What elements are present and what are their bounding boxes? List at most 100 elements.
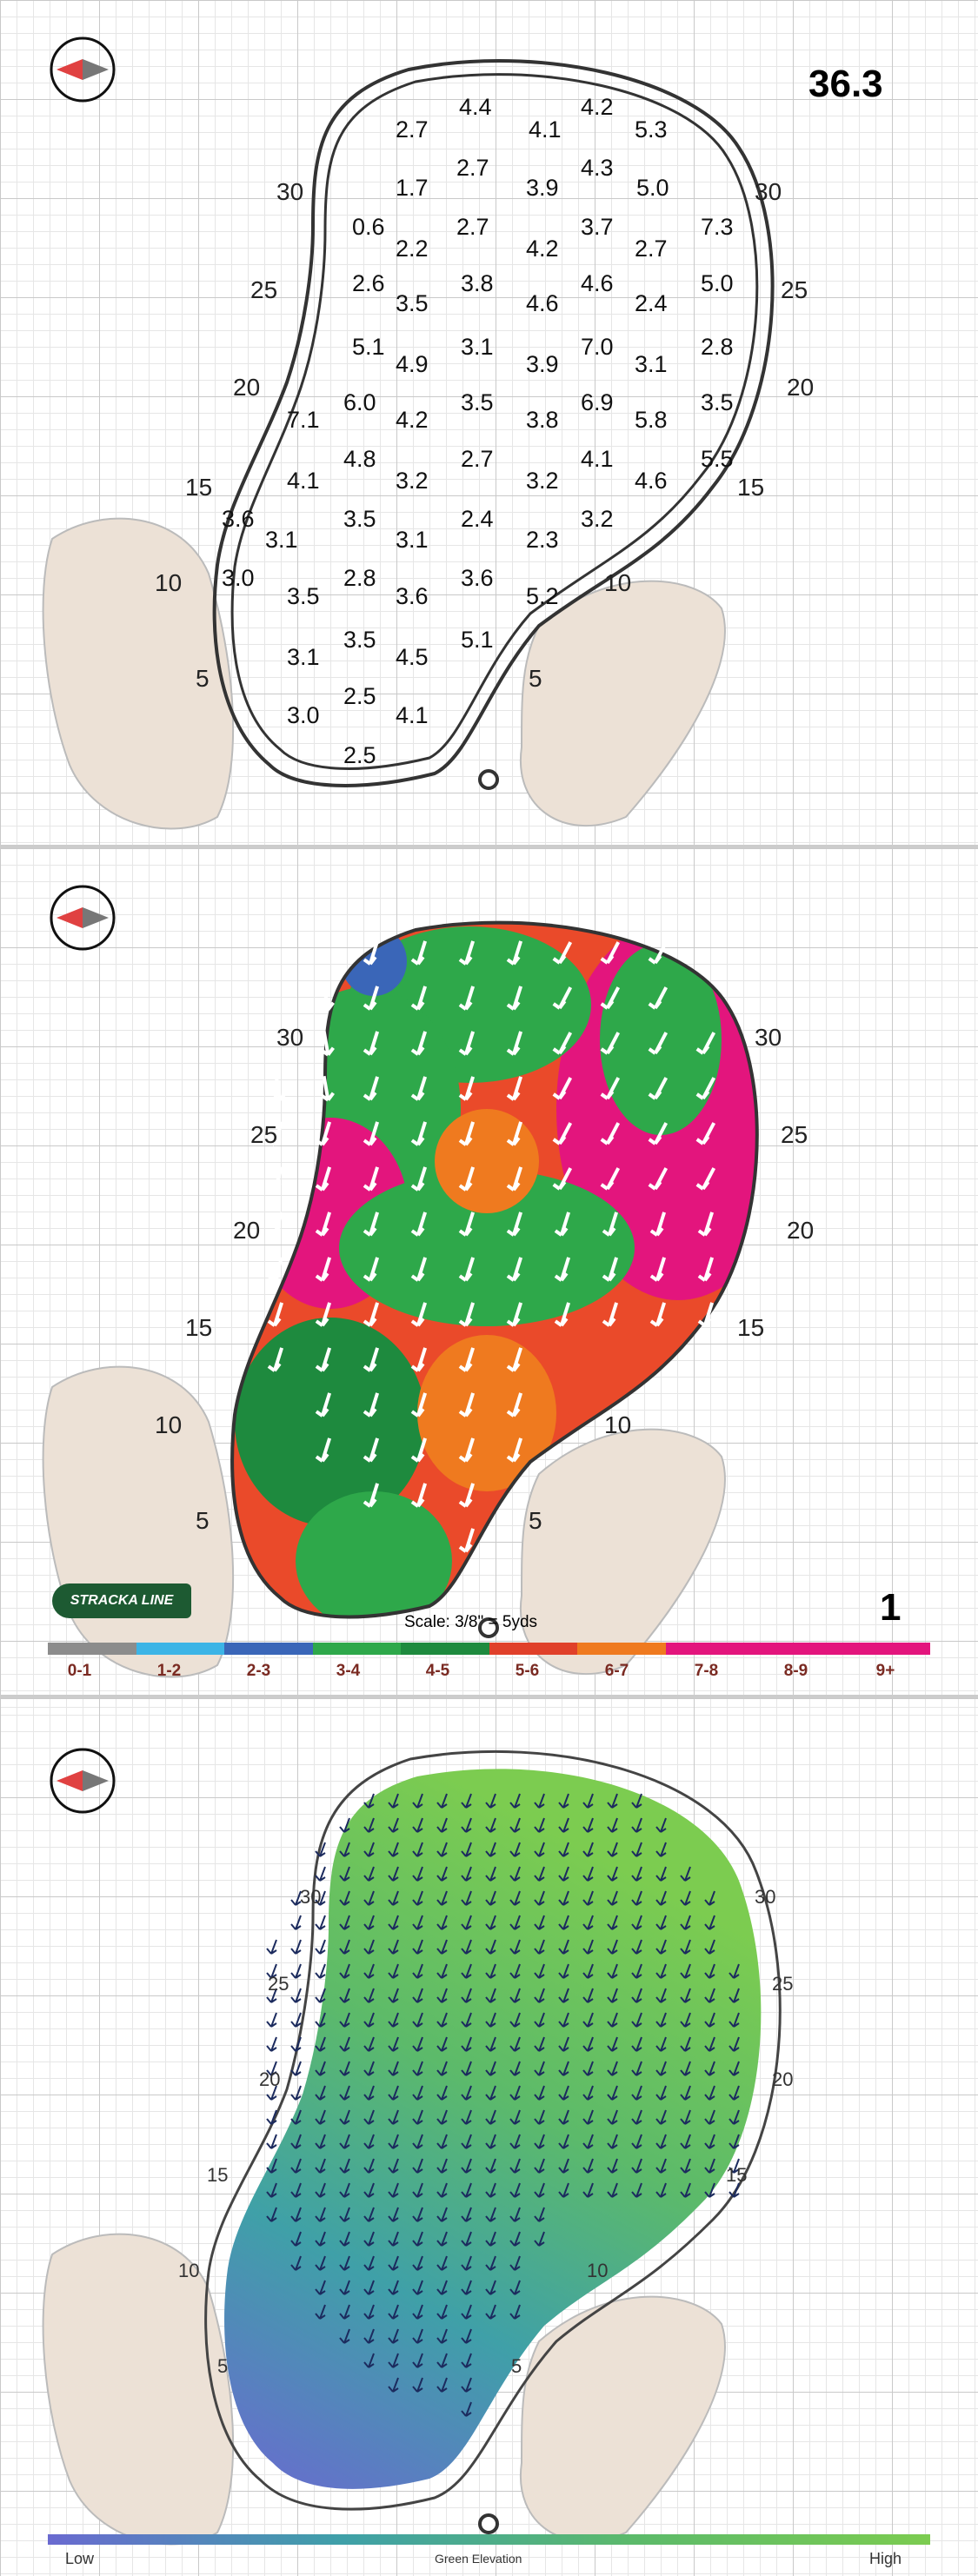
slope-arrow bbox=[458, 1528, 476, 1553]
elevation-arrow bbox=[363, 2182, 375, 2198]
legend-swatch bbox=[136, 1643, 224, 1655]
elevation-arrow bbox=[461, 2401, 472, 2417]
elevation-arrow bbox=[436, 2134, 448, 2149]
yardage-label-left: 10 bbox=[155, 569, 183, 596]
elevation-arrow bbox=[534, 1793, 545, 1809]
elevation-arrow bbox=[558, 1817, 569, 1833]
slope-arrow bbox=[363, 1392, 380, 1417]
slope-arrow bbox=[363, 1076, 380, 1101]
fringe-outline bbox=[212, 59, 775, 787]
slope-arrow bbox=[363, 1257, 380, 1282]
elevation-arrow bbox=[655, 1890, 667, 1906]
elevation-arrow bbox=[680, 2061, 691, 2076]
elevation-arrow bbox=[436, 2012, 448, 2028]
legend-range-label: 5-6 bbox=[515, 1662, 540, 1680]
slope-arrow bbox=[648, 986, 669, 1010]
elevation-arrow bbox=[266, 2109, 277, 2125]
elevation-arrow bbox=[509, 2158, 521, 2174]
elevation-arrow bbox=[534, 2109, 545, 2125]
elevation-arrow bbox=[607, 1842, 618, 1857]
yardage-label-left: 20 bbox=[233, 1217, 261, 1244]
elevation-arrow bbox=[461, 2036, 472, 2052]
elevation-arrow bbox=[631, 2061, 642, 2076]
elevation-arrow bbox=[582, 1915, 594, 1930]
yardage-label-right: 30 bbox=[755, 1024, 782, 1051]
slope-value-label: 3.9 bbox=[526, 351, 559, 377]
slope-arrow bbox=[458, 1347, 476, 1372]
elevation-arrow bbox=[412, 2061, 423, 2076]
slope-arrow bbox=[363, 986, 380, 1011]
elevation-arrow bbox=[485, 2012, 496, 2028]
slope-value-label: 3.6 bbox=[461, 565, 494, 591]
slope-arrow bbox=[267, 1166, 284, 1192]
elevation-arrow bbox=[655, 1939, 667, 1955]
slope-value-label: 4.6 bbox=[635, 468, 668, 494]
green-fringe-outline bbox=[204, 1750, 782, 2511]
elevation-arrow bbox=[290, 2182, 302, 2198]
slope-arrow bbox=[315, 1257, 332, 1282]
elevation-arrow bbox=[582, 2085, 594, 2101]
slope-value-label: 3.1 bbox=[635, 351, 668, 377]
elevation-arrow bbox=[412, 1793, 423, 1809]
elevation-arrow bbox=[631, 1817, 642, 1833]
slope-arrow bbox=[458, 1166, 476, 1192]
elevation-arrow bbox=[388, 2109, 399, 2125]
elevation-arrow bbox=[534, 2085, 545, 2101]
slope-arrow bbox=[697, 1302, 715, 1327]
elevation-arrow bbox=[558, 2012, 569, 2028]
elevation-arrow bbox=[339, 2109, 350, 2125]
elevation-arrow bbox=[461, 2207, 472, 2222]
elevation-arrow bbox=[412, 2182, 423, 2198]
elevation-arrow bbox=[509, 2207, 521, 2222]
elevation-arrow bbox=[388, 2012, 399, 2028]
slope-arrow bbox=[552, 941, 573, 965]
elevation-arrow bbox=[729, 1963, 740, 1979]
yardage-label-left: 30 bbox=[276, 178, 304, 205]
elevation-arrow bbox=[436, 2182, 448, 2198]
elevation-arrow bbox=[582, 2109, 594, 2125]
elevation-arrow bbox=[290, 2134, 302, 2149]
elevation-arrow bbox=[655, 2134, 667, 2149]
elevation-arrow bbox=[436, 2353, 448, 2368]
elevation-arrow bbox=[729, 2182, 740, 2198]
elevation-arrow bbox=[315, 2182, 326, 2198]
stimp-reading: 36.3 bbox=[808, 63, 883, 105]
elevation-arrow bbox=[339, 1939, 350, 1955]
yardage-label-left: 20 bbox=[233, 374, 261, 401]
elevation-arrow bbox=[607, 1793, 618, 1809]
elevation-arrow bbox=[461, 2280, 472, 2295]
elevation-arrow bbox=[388, 2085, 399, 2101]
legend-range-label: 0-1 bbox=[67, 1662, 92, 1680]
slope-value-label: 5.1 bbox=[352, 334, 385, 360]
slope-arrow bbox=[458, 1257, 476, 1282]
yardage-label-left: 10 bbox=[155, 1411, 183, 1438]
elevation-arrow bbox=[388, 2377, 399, 2393]
bunker-left bbox=[42, 2233, 235, 2546]
elevation-arrow bbox=[339, 2304, 350, 2320]
elevation-arrow bbox=[339, 1915, 350, 1930]
elevation-arrow bbox=[680, 2036, 691, 2052]
elevation-arrow bbox=[607, 1915, 618, 1930]
slope-arrow bbox=[267, 1347, 284, 1372]
slope-arrow bbox=[552, 1122, 573, 1145]
elevation-arrow bbox=[704, 1939, 715, 1955]
slope-value-label: 3.2 bbox=[396, 468, 429, 494]
elevation-arrow bbox=[266, 2012, 277, 2028]
elevation-title: Green Elevation bbox=[435, 2552, 522, 2566]
elevation-arrow bbox=[363, 1963, 375, 1979]
yardage-label-right: 25 bbox=[781, 276, 808, 303]
slope-arrow bbox=[363, 1302, 380, 1327]
slope-arrow bbox=[554, 1302, 571, 1327]
elevation-arrow bbox=[461, 2377, 472, 2393]
slope-arrow bbox=[273, 1075, 287, 1102]
elevation-arrow bbox=[558, 2134, 569, 2149]
elevation-arrow bbox=[509, 1793, 521, 1809]
elevation-arrow bbox=[729, 2036, 740, 2052]
elevation-gradient-bar bbox=[48, 2534, 930, 2545]
slope-arrow bbox=[648, 1077, 669, 1100]
elevation-arrow bbox=[436, 1866, 448, 1882]
elevation-arrow bbox=[363, 2231, 375, 2247]
elevation-arrow bbox=[339, 2255, 350, 2271]
elevation-arrow bbox=[436, 2255, 448, 2271]
elevation-arrow bbox=[607, 2158, 618, 2174]
